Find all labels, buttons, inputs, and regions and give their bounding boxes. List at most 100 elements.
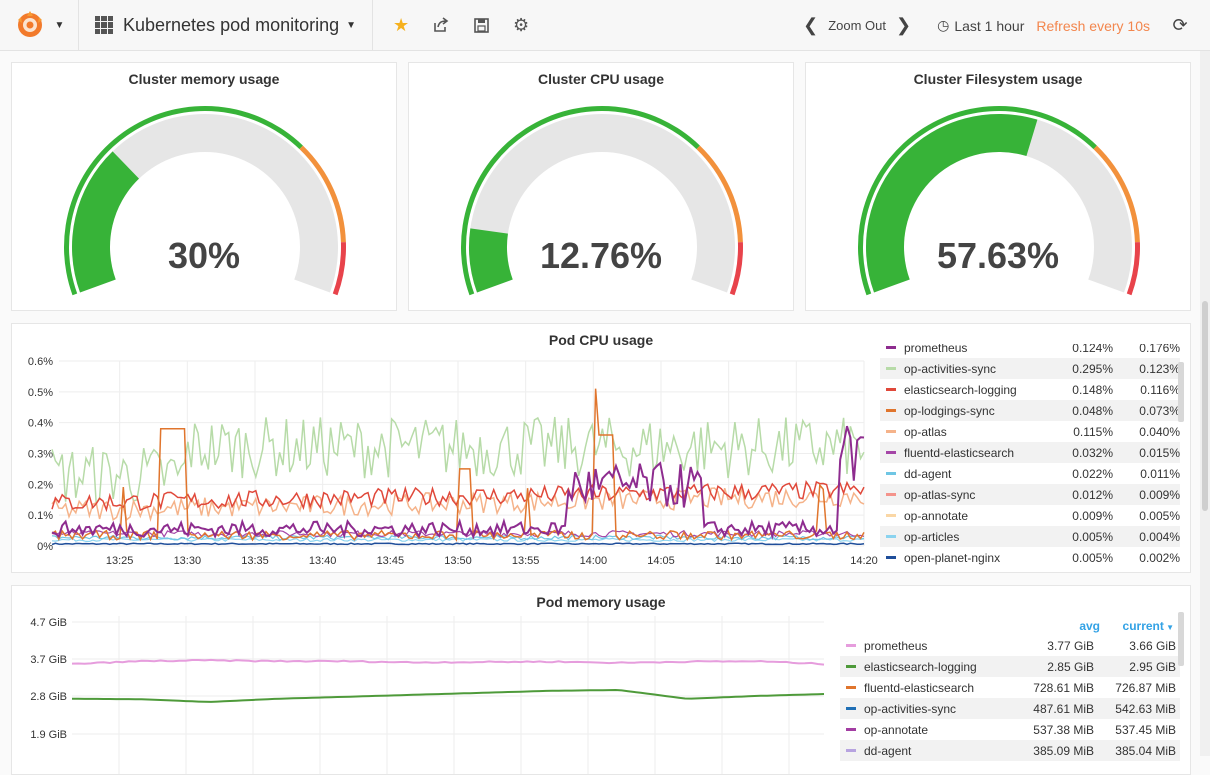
dashboard-title: Kubernetes pod monitoring bbox=[123, 14, 340, 35]
legend-col-current-label: current bbox=[1122, 619, 1164, 633]
legend-series-name: op-activities-sync bbox=[904, 361, 997, 376]
y-tick-label: 0.5% bbox=[28, 387, 53, 399]
legend-series-name: dd-agent bbox=[904, 466, 952, 481]
dashboard-grid-icon bbox=[95, 16, 113, 34]
x-tick-label: 14:20 bbox=[850, 555, 878, 567]
settings-button[interactable]: ⚙ bbox=[501, 0, 541, 51]
save-icon bbox=[473, 17, 489, 33]
series-line-open-planet-nginx bbox=[51, 542, 865, 546]
chevron-down-icon: ▼ bbox=[54, 19, 65, 31]
threshold-band-warning bbox=[299, 145, 346, 243]
series-color-swatch bbox=[846, 665, 856, 668]
legend-current-value: 0.123% bbox=[1139, 361, 1180, 376]
filesystem-gauge bbox=[858, 106, 1140, 296]
share-button[interactable] bbox=[421, 0, 461, 51]
legend-item-fluentd-elasticsearch[interactable]: fluentd-elasticsearch 0.032% 0.015% bbox=[880, 442, 1180, 463]
legend-current-value: 537.45 MiB bbox=[1115, 722, 1176, 737]
legend-item-dd-agent[interactable]: dd-agent 0.022% 0.011% bbox=[880, 463, 1180, 484]
threshold-band-warning bbox=[696, 145, 743, 243]
legend-item-dd-agent[interactable]: dd-agent 385.09 MiB 385.04 MiB bbox=[840, 740, 1180, 761]
legend-col-avg[interactable]: avg bbox=[1079, 619, 1100, 633]
y-tick-label: 0.2% bbox=[28, 479, 53, 491]
threshold-band-warning bbox=[1093, 145, 1140, 243]
gauge-value-arc bbox=[72, 151, 140, 293]
grafana-menu-button[interactable]: ▼ bbox=[0, 0, 79, 51]
time-back-button[interactable]: ❮ bbox=[803, 15, 819, 35]
panel-title: Pod CPU usage bbox=[548, 332, 654, 348]
legend-item-elasticsearch-logging[interactable]: elasticsearch-logging 2.85 GiB 2.95 GiB bbox=[840, 656, 1180, 677]
x-tick-label: 13:35 bbox=[241, 555, 269, 567]
zoom-out-button[interactable]: Zoom Out bbox=[828, 18, 887, 33]
x-tick-label: 14:00 bbox=[580, 555, 608, 567]
threshold-band-critical bbox=[332, 242, 346, 296]
gauge-panel-memory: Cluster memory usage 30% bbox=[11, 62, 397, 311]
save-button[interactable] bbox=[461, 0, 501, 51]
legend-current-value: 0.005% bbox=[1139, 508, 1180, 523]
legend-item-op-articles[interactable]: op-articles 0.005% 0.004% bbox=[880, 526, 1180, 547]
series-color-swatch bbox=[846, 749, 856, 752]
legend-scrollbar[interactable] bbox=[1178, 612, 1184, 666]
gauge-value: 12.76% bbox=[539, 235, 663, 276]
legend-item-op-atlas-sync[interactable]: op-atlas-sync 0.012% 0.009% bbox=[880, 484, 1180, 505]
series-line-elasticsearch-logging bbox=[72, 688, 825, 703]
y-tick-label: 0.1% bbox=[28, 510, 53, 522]
page-scrollbar-thumb[interactable] bbox=[1202, 301, 1208, 511]
series-line-op-lodgings-sync bbox=[51, 388, 865, 542]
gauge-panel-cpu: Cluster CPU usage 12.76% bbox=[408, 62, 794, 311]
legend-current-value: 0.176% bbox=[1139, 344, 1180, 355]
y-tick-label: 0.4% bbox=[28, 418, 53, 430]
y-tick-label: 4.7 GiB bbox=[30, 617, 67, 629]
legend-series-name: dd-agent bbox=[864, 743, 912, 758]
legend-col-current[interactable]: current ▼ bbox=[1104, 619, 1174, 633]
grafana-logo-icon bbox=[17, 11, 42, 37]
threshold-band-critical bbox=[729, 242, 743, 296]
refresh-interval-label[interactable]: Refresh every 10s bbox=[1036, 17, 1150, 34]
legend-item-prometheus[interactable]: prometheus 0.124% 0.176% bbox=[880, 344, 1180, 358]
cpu-line-chart[interactable]: 0.6% 0.5% 0.4% 0.3% 0.2% 0.1% 0% 13:25 13:30 13:3… bbox=[12, 324, 882, 573]
dashboard-picker[interactable]: Kubernetes pod monitoring ▼ bbox=[79, 0, 374, 51]
legend-series-name: op-lodgings-sync bbox=[904, 403, 995, 418]
x-tick-label: 14:15 bbox=[783, 555, 811, 567]
legend-avg-value: 0.009% bbox=[1072, 508, 1113, 523]
threshold-band-critical bbox=[1126, 242, 1140, 296]
legend-item-op-lodgings-sync[interactable]: op-lodgings-sync 0.048% 0.073% bbox=[880, 400, 1180, 421]
gauge-track bbox=[72, 113, 338, 293]
legend-item-op-activities-sync[interactable]: op-activities-sync 0.295% 0.123% bbox=[880, 358, 1180, 379]
legend-avg-value: 537.38 MiB bbox=[1033, 722, 1094, 737]
memory-line-chart[interactable]: 4.7 GiB 3.7 GiB 2.8 GiB 1.9 GiB bbox=[12, 586, 842, 775]
legend-avg-value: 0.032% bbox=[1072, 445, 1113, 460]
legend-avg-value: 0.005% bbox=[1072, 550, 1113, 565]
series-color-swatch bbox=[846, 707, 856, 710]
x-tick-label: 13:40 bbox=[309, 555, 337, 567]
legend-item-op-annotate[interactable]: op-annotate 0.009% 0.005% bbox=[880, 505, 1180, 526]
pod-cpu-panel: Pod CPU usage 0.6% 0.5% 0.4% 0.3% 0.2% 0.1% 0%… bbox=[11, 323, 1191, 573]
legend-avg-value: 0.012% bbox=[1072, 487, 1113, 502]
time-picker[interactable]: ◷ Last 1 hour bbox=[937, 17, 1024, 34]
series-color-swatch bbox=[886, 472, 896, 475]
y-tick-label: 0% bbox=[37, 541, 53, 553]
legend-item-elasticsearch-logging[interactable]: elasticsearch-logging 0.148% 0.116% bbox=[880, 379, 1180, 400]
legend-item-fluentd-elasticsearch[interactable]: fluentd-elasticsearch 728.61 MiB 726.87 … bbox=[840, 677, 1180, 698]
legend-series-name: fluentd-elasticsearch bbox=[904, 445, 1015, 460]
legend-avg-value: 0.115% bbox=[1073, 424, 1113, 439]
y-tick-label: 0.3% bbox=[28, 449, 53, 461]
legend-current-value: 0.011% bbox=[1140, 466, 1180, 481]
refresh-button[interactable]: ⟳ bbox=[1150, 0, 1210, 51]
legend-scrollbar[interactable] bbox=[1178, 362, 1184, 422]
x-tick-label: 13:30 bbox=[174, 555, 202, 567]
share-icon bbox=[434, 17, 449, 32]
legend-item-op-activities-sync[interactable]: op-activities-sync 487.61 MiB 542.63 MiB bbox=[840, 698, 1180, 719]
legend-series-name: elasticsearch-logging bbox=[904, 382, 1017, 397]
page-scrollbar[interactable] bbox=[1200, 51, 1210, 756]
series-line-dd-agent bbox=[51, 534, 865, 541]
legend-item-op-annotate[interactable]: op-annotate 537.38 MiB 537.45 MiB bbox=[840, 719, 1180, 740]
legend-series-name: op-annotate bbox=[904, 508, 969, 523]
legend-item-open-planet-nginx[interactable]: open-planet-nginx 0.005% 0.002% bbox=[880, 547, 1180, 568]
legend-item-op-atlas[interactable]: op-atlas 0.115% 0.040% bbox=[880, 421, 1180, 442]
legend-current-value: 0.116% bbox=[1140, 382, 1180, 397]
legend-current-value: 0.040% bbox=[1139, 424, 1180, 439]
star-button[interactable]: ★ bbox=[381, 0, 421, 51]
legend-item-prometheus[interactable]: prometheus 3.77 GiB 3.66 GiB bbox=[840, 635, 1180, 656]
time-forward-button[interactable]: ❯ bbox=[896, 15, 912, 35]
series-color-swatch bbox=[846, 686, 856, 689]
